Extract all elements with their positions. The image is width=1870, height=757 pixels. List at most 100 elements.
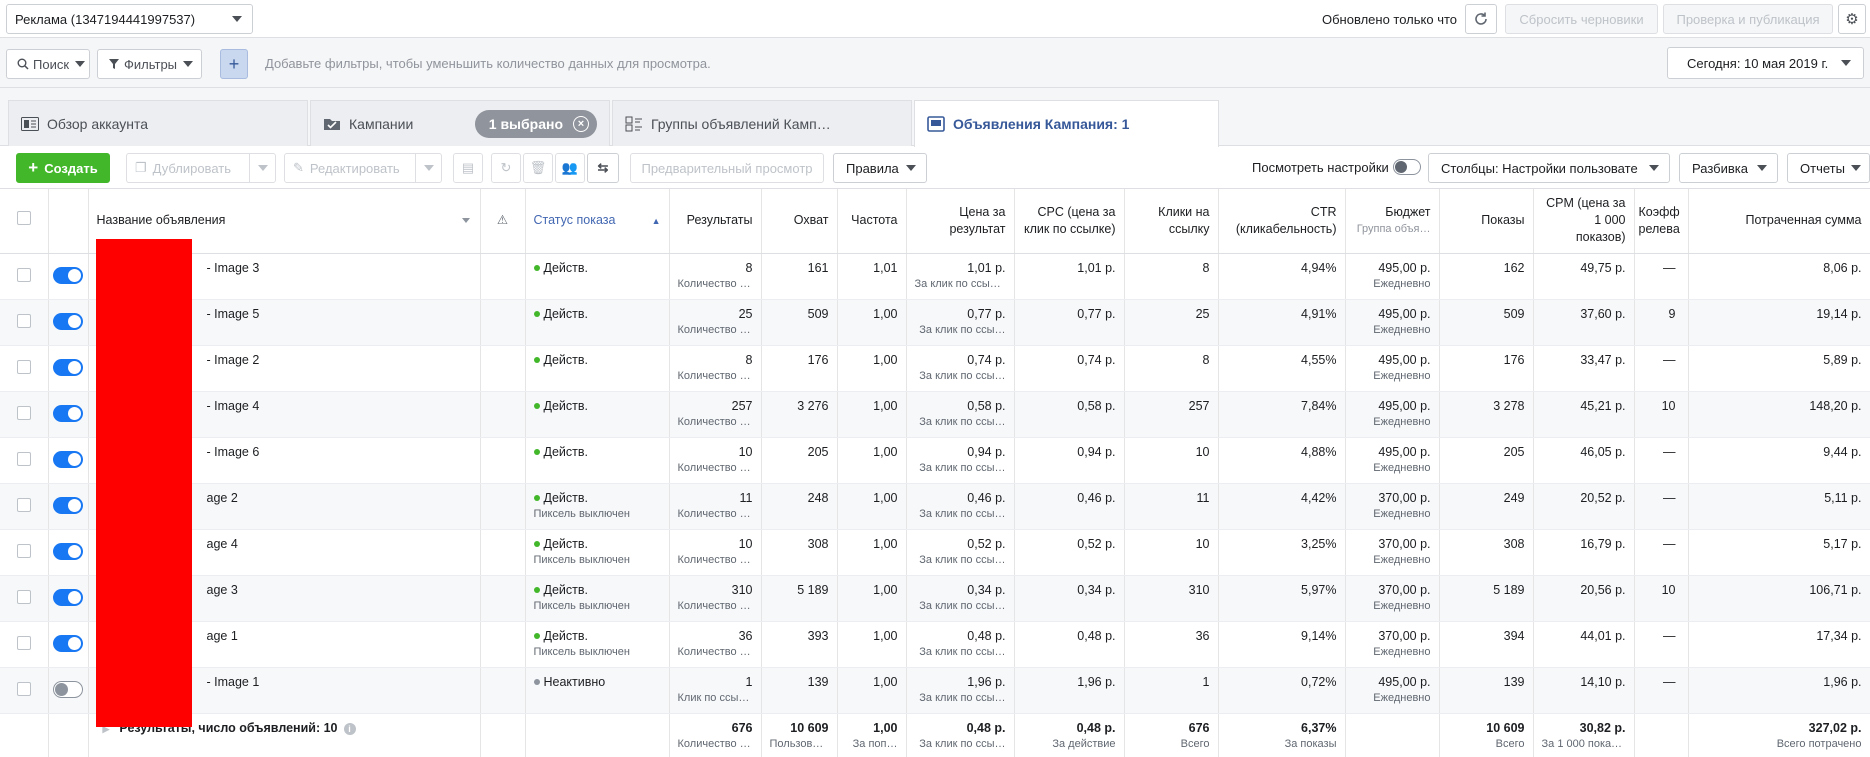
col-header-impressions[interactable]: Показы bbox=[1439, 189, 1534, 254]
row-checkbox[interactable] bbox=[16, 589, 31, 604]
ad-toggle[interactable] bbox=[53, 588, 83, 606]
budget-cell[interactable]: 495,00 р. Ежедневно bbox=[1345, 667, 1440, 714]
select-cell[interactable] bbox=[0, 437, 49, 484]
col-header-budget[interactable]: Бюджет Группа объя… bbox=[1345, 189, 1440, 254]
col-header-reach[interactable]: Охват bbox=[761, 189, 838, 254]
table-row[interactable]: age 3 Действ. Пиксель выключен 310 Количеств… bbox=[0, 575, 1870, 622]
ad-toggle[interactable] bbox=[53, 266, 83, 284]
select-cell[interactable] bbox=[0, 253, 49, 300]
table-row[interactable]: - Image 6 Действ. 10 Количество к… 205 1,00 0,… bbox=[0, 437, 1870, 484]
toggle-cell[interactable] bbox=[48, 437, 89, 484]
table-row[interactable]: age 1 Действ. Пиксель выключен 36 Количество… bbox=[0, 621, 1870, 668]
select-all-checkbox[interactable] bbox=[16, 211, 31, 226]
row-checkbox[interactable] bbox=[16, 497, 31, 512]
budget-cell[interactable]: 370,00 р. Ежедневно bbox=[1345, 575, 1440, 622]
row-checkbox[interactable] bbox=[16, 681, 31, 696]
ad-name[interactable]: - Image 2 bbox=[206, 352, 260, 367]
toggle-cell[interactable] bbox=[48, 391, 89, 438]
account-selector[interactable]: Реклама (1347194441997537) bbox=[6, 4, 253, 34]
select-all-cell[interactable] bbox=[0, 189, 49, 254]
select-cell[interactable] bbox=[0, 621, 49, 668]
ad-toggle[interactable] bbox=[53, 358, 83, 376]
col-header-ctr[interactable]: CTR (кликабельность) bbox=[1218, 189, 1346, 254]
row-checkbox[interactable] bbox=[16, 451, 31, 466]
budget-cell[interactable]: 495,00 р. Ежедневно bbox=[1345, 345, 1440, 392]
budget-cell[interactable]: 495,00 р. Ежедневно bbox=[1345, 299, 1440, 346]
ad-toggle[interactable] bbox=[53, 404, 83, 422]
toggle-cell[interactable] bbox=[48, 621, 89, 668]
ad-name[interactable]: - Image 1 bbox=[206, 674, 260, 689]
row-checkbox[interactable] bbox=[16, 405, 31, 420]
refresh-button[interactable] bbox=[1465, 4, 1497, 34]
review-publish-button[interactable]: Проверка и публикация bbox=[1663, 4, 1833, 34]
ad-toggle[interactable] bbox=[53, 496, 83, 514]
select-cell[interactable] bbox=[0, 299, 49, 346]
col-header-status[interactable]: Статус показа ▲ bbox=[525, 189, 670, 254]
compare-button[interactable]: ⇆ bbox=[587, 153, 619, 183]
ad-name[interactable]: - Image 4 bbox=[206, 398, 260, 413]
add-filter-button[interactable]: + bbox=[220, 49, 248, 79]
row-checkbox[interactable] bbox=[16, 543, 31, 558]
reports-button[interactable]: Отчеты bbox=[1787, 153, 1870, 183]
create-button[interactable]: + Создать bbox=[16, 153, 110, 183]
toggle-cell[interactable] bbox=[48, 299, 89, 346]
ad-name[interactable]: - Image 6 bbox=[206, 444, 260, 459]
select-cell[interactable] bbox=[0, 529, 49, 576]
edit-button[interactable]: ✎ Редактировать bbox=[284, 153, 442, 183]
delete-button[interactable]: 🗑 bbox=[523, 153, 553, 183]
ad-name[interactable]: - Image 3 bbox=[206, 260, 260, 275]
col-header-cpc[interactable]: CPC (цена за клик по ссылке) bbox=[1014, 189, 1125, 254]
date-picker[interactable]: Сегодня: 10 мая 2019 г. bbox=[1667, 47, 1864, 79]
columns-button[interactable]: Столбцы: Настройки пользовате bbox=[1428, 153, 1670, 183]
discard-drafts-button[interactable]: Сбросить черновики bbox=[1505, 4, 1658, 34]
table-row[interactable]: - Image 1 Неактивно 1 Клик по ссылке 139 1,00… bbox=[0, 667, 1870, 714]
table-row[interactable]: - Image 3 Действ. 8 Количество к… 161 1,01 1,0… bbox=[0, 253, 1870, 300]
expand-caret-icon[interactable]: ▶ bbox=[102, 723, 110, 734]
col-header-relevance[interactable]: Коэфф релевa bbox=[1634, 189, 1689, 254]
table-row[interactable]: age 2 Действ. Пиксель выключен 11 Количество… bbox=[0, 483, 1870, 530]
breakdown-button[interactable]: Разбивка bbox=[1679, 153, 1778, 183]
history-button[interactable]: ↻ bbox=[491, 153, 521, 183]
info-icon[interactable]: i bbox=[343, 722, 356, 735]
select-cell[interactable] bbox=[0, 483, 49, 530]
toggle-cell[interactable] bbox=[48, 345, 89, 392]
budget-cell[interactable]: 495,00 р. Ежедневно bbox=[1345, 253, 1440, 300]
ad-name[interactable]: age 4 bbox=[206, 536, 238, 551]
toggle-cell[interactable] bbox=[48, 575, 89, 622]
budget-cell[interactable]: 370,00 р. Ежедневно bbox=[1345, 621, 1440, 668]
row-checkbox[interactable] bbox=[16, 359, 31, 374]
selected-pill[interactable]: 1 выбрано × bbox=[474, 110, 597, 138]
budget-cell[interactable]: 495,00 р. Ежедневно bbox=[1345, 437, 1440, 484]
ad-toggle[interactable] bbox=[53, 634, 83, 652]
close-icon[interactable]: × bbox=[573, 116, 589, 132]
select-cell[interactable] bbox=[0, 391, 49, 438]
chevron-down-icon[interactable] bbox=[461, 218, 470, 223]
table-row[interactable]: age 4 Действ. Пиксель выключен 10 Количество… bbox=[0, 529, 1870, 576]
ad-toggle[interactable] bbox=[53, 312, 83, 330]
budget-cell[interactable]: 370,00 р. Ежедневно bbox=[1345, 483, 1440, 530]
col-header-cost-per-result[interactable]: Цена за результат bbox=[906, 189, 1015, 254]
clipboard-button[interactable]: ▤ bbox=[453, 153, 483, 183]
toggle-cell[interactable] bbox=[48, 253, 89, 300]
budget-cell[interactable]: 495,00 р. Ежедневно bbox=[1345, 391, 1440, 438]
ad-name[interactable]: age 1 bbox=[206, 628, 238, 643]
table-row[interactable]: - Image 4 Действ. 257 Количество к… 3 276 1,0… bbox=[0, 391, 1870, 438]
row-checkbox[interactable] bbox=[16, 313, 31, 328]
ad-toggle[interactable] bbox=[53, 542, 83, 560]
select-cell[interactable] bbox=[0, 345, 49, 392]
select-cell[interactable] bbox=[0, 575, 49, 622]
col-header-frequency[interactable]: Частота bbox=[837, 189, 907, 254]
toggle-cell[interactable] bbox=[48, 529, 89, 576]
ad-name[interactable]: age 3 bbox=[206, 582, 238, 597]
filters-button[interactable]: Фильтры bbox=[97, 49, 202, 79]
search-button[interactable]: Поиск bbox=[6, 49, 90, 79]
tab-campaigns[interactable]: Кампании 1 выбрано × bbox=[310, 100, 610, 147]
ad-name[interactable]: age 2 bbox=[206, 490, 238, 505]
tab-account-overview[interactable]: Обзор аккаунта bbox=[8, 100, 308, 147]
col-header-link-clicks[interactable]: Клики на ссылку bbox=[1124, 189, 1219, 254]
table-row[interactable]: - Image 2 Действ. 8 Количество к… 176 1,00 0,7… bbox=[0, 345, 1870, 392]
view-settings-toggle[interactable] bbox=[1393, 159, 1421, 175]
row-checkbox[interactable] bbox=[16, 635, 31, 650]
tab-ad-sets[interactable]: Группы объявлений Камп… bbox=[612, 100, 912, 147]
budget-cell[interactable]: 370,00 р. Ежедневно bbox=[1345, 529, 1440, 576]
